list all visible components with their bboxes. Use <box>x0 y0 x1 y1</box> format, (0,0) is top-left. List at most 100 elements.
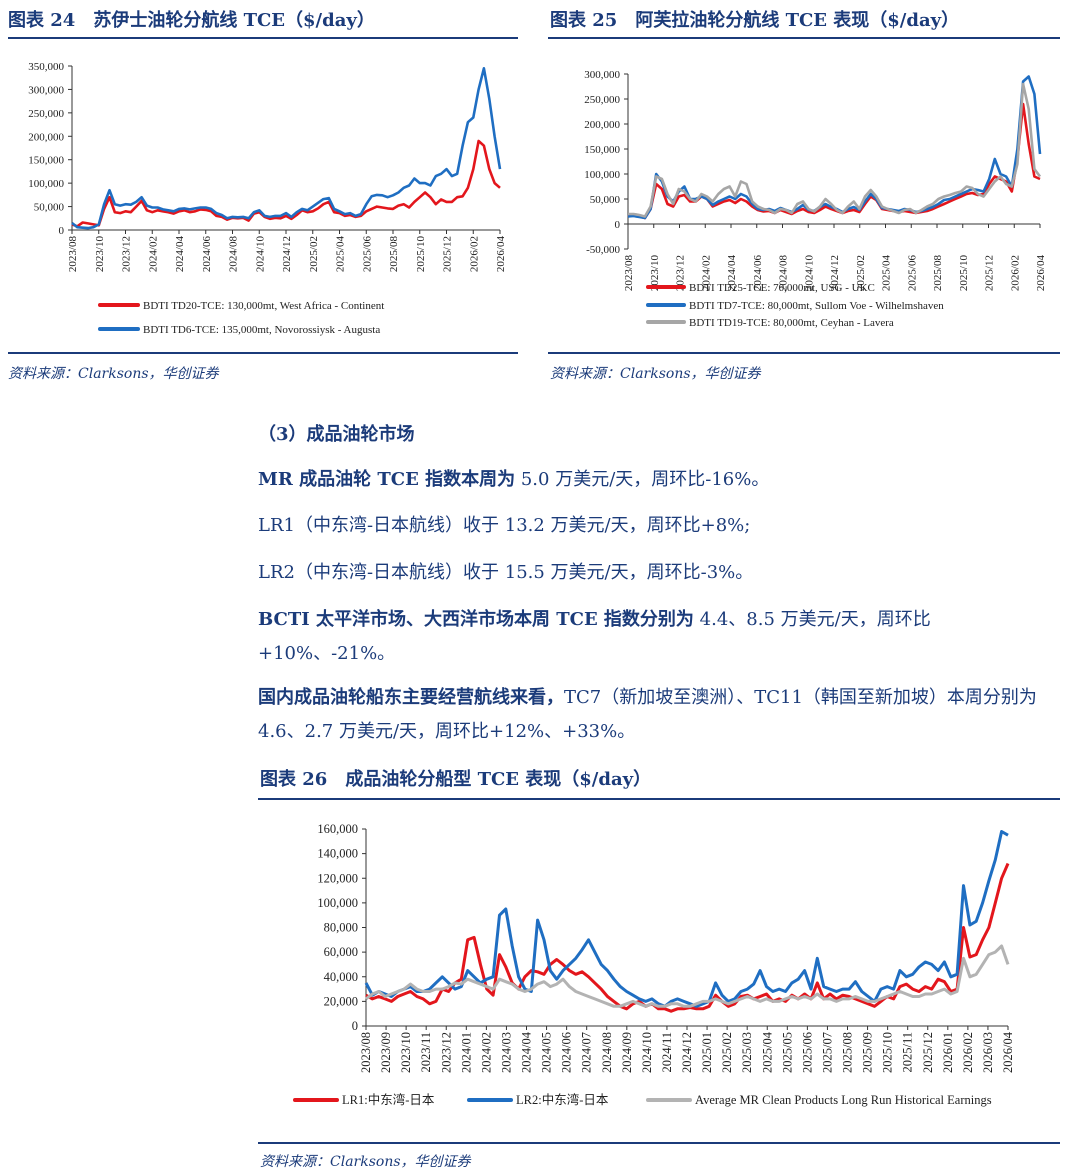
fig25-x-tick-label: 2025/10 <box>958 255 970 292</box>
fig26-y-tick-label: 120,000 <box>317 871 358 885</box>
fig25-legend-label: BDTI TD7-TCE: 80,000mt, Sullom Voe - Wil… <box>689 300 944 312</box>
fig25-x-tick-label: 2024/12 <box>829 255 841 291</box>
fig24-y-tick-label: 50,000 <box>34 202 65 214</box>
fig24-x-tick-label: 2025/06 <box>361 236 373 273</box>
fig24-y-tick-label: 350,000 <box>28 61 64 73</box>
figure25-title: 图表 25 阿芙拉油轮分航线 TCE 表现（$/day） <box>550 10 960 31</box>
fig26-x-tick-label: 2025/03 <box>740 1032 754 1073</box>
fig26-y-tick-label: 140,000 <box>317 847 358 861</box>
fig24-x-tick-label: 2026/04 <box>495 236 507 273</box>
fig25-x-tick-label: 2025/08 <box>932 255 944 292</box>
fig26-legend-label: LR1:中东湾-日本 <box>342 1092 435 1107</box>
fig26-series-line <box>365 944 1010 1008</box>
fig25-x-tick-label: 2025/12 <box>984 255 996 291</box>
fig24-x-tick-label: 2023/12 <box>121 236 133 272</box>
paragraph-domestic-bold: 国内成品油轮船东主要经营航线来看， <box>258 687 564 708</box>
figure24-bottom-rule <box>8 352 518 354</box>
figure24-top-rule <box>8 37 518 39</box>
fig25-y-tick-label: 250,000 <box>584 94 620 106</box>
fig26-series-line <box>365 862 1010 1013</box>
fig26-x-tick-label: 2024/12 <box>680 1032 694 1073</box>
fig25-x-tick-label: 2023/12 <box>675 255 687 291</box>
fig26-x-tick-label: 2024/06 <box>560 1032 574 1073</box>
fig26-x-tick-label: 2025/12 <box>921 1032 935 1073</box>
fig26-series-line <box>364 830 1009 1008</box>
fig26-x-tick-label: 2025/11 <box>901 1032 915 1073</box>
figure26-source: 资料来源：Clarksons，华创证券 <box>260 1154 471 1170</box>
fig26-y-tick-label: 160,000 <box>317 822 358 836</box>
fig25-x-tick-label: 2025/06 <box>906 255 918 292</box>
fig25-x-tick-label: 2025/04 <box>881 255 893 292</box>
figure24-title: 图表 24 苏伊士油轮分航线 TCE（$/day） <box>8 10 375 31</box>
fig25-x-tick-label: 2025/02 <box>855 255 867 291</box>
fig24-y-tick-label: 0 <box>59 225 65 237</box>
fig24-x-tick-label: 2024/12 <box>281 236 293 272</box>
section-heading-text: （3）成品油轮市场 <box>258 424 415 445</box>
fig26-x-tick-label: 2023/11 <box>419 1032 433 1073</box>
fig25-y-tick-label: 200,000 <box>584 119 620 131</box>
fig26-y-tick-label: 40,000 <box>324 970 358 984</box>
paragraph-lr2: LR2（中东湾-日本航线）收于 15.5 万美元/天，周环比-3%。 <box>258 562 754 583</box>
fig26-x-tick-label: 2025/05 <box>780 1032 794 1073</box>
figure25-bottom-rule <box>548 352 1060 354</box>
fig26-x-tick-label: 2024/11 <box>660 1032 674 1073</box>
paragraph-mr-rest: 5.0 万美元/天，周环比-16%。 <box>515 469 770 490</box>
fig25-x-tick-label: 2024/02 <box>700 255 712 291</box>
fig26-x-tick-label: 2024/09 <box>620 1032 634 1073</box>
fig26-x-tick-label: 2023/10 <box>399 1032 413 1073</box>
fig26-x-tick-label: 2024/03 <box>499 1032 513 1073</box>
fig26-x-tick-label: 2023/08 <box>359 1032 373 1073</box>
fig25-y-tick-label: -50,000 <box>586 244 620 256</box>
fig25-y-tick-label: 50,000 <box>590 194 621 206</box>
fig24-x-tick-label: 2024/04 <box>174 236 186 273</box>
fig25-series-line <box>627 102 1041 220</box>
figure24-source: 资料来源：Clarksons，华创证券 <box>8 366 219 382</box>
fig26-x-tick-label: 2026/02 <box>961 1032 975 1073</box>
fig24-x-tick-label: 2023/08 <box>67 236 79 273</box>
fig25-x-tick-label: 2026/04 <box>1035 255 1047 292</box>
fig26-x-tick-label: 2025/04 <box>760 1031 774 1073</box>
paragraph-mr: MR 成品油轮 TCE 指数本周为 5.0 万美元/天，周环比-16%。 <box>258 463 1058 497</box>
figure26-bottom-rule <box>258 1142 1060 1144</box>
fig24-y-tick-label: 100,000 <box>28 178 64 190</box>
fig26-x-tick-label: 2025/08 <box>841 1032 855 1073</box>
fig24-series-line <box>71 67 502 230</box>
paragraph-domestic-rest: TC7（新加坡至澳洲）、TC11（韩国至新加坡）本周分别为 4.6、2.7 万美… <box>258 687 1037 742</box>
fig24-legend-label: BDTI TD20-TCE: 130,000mt, West Africa - … <box>143 300 384 312</box>
fig24-x-tick-label: 2024/10 <box>254 236 266 273</box>
fig25-legend-label: BDTI TD25-TCE: 70,000mt, USG - UKC <box>689 282 875 294</box>
fig24-series-line <box>71 139 501 228</box>
fig26-y-tick-label: 20,000 <box>324 994 358 1008</box>
fig25-series-line <box>628 82 1042 218</box>
fig25-y-tick-label: 0 <box>615 219 621 231</box>
fig24-x-tick-label: 2024/08 <box>228 236 240 273</box>
fig26-x-tick-label: 2026/04 <box>1001 1031 1015 1073</box>
fig26-x-tick-label: 2023/09 <box>379 1032 393 1073</box>
fig24-x-tick-label: 2024/06 <box>201 236 213 273</box>
fig26-x-tick-label: 2025/01 <box>700 1032 714 1073</box>
fig24-x-tick-label: 2023/10 <box>94 236 106 273</box>
fig26-y-tick-label: 0 <box>352 1019 358 1033</box>
fig25-x-tick-label: 2024/06 <box>752 255 764 292</box>
fig25-x-tick-label: 2023/08 <box>623 255 635 292</box>
fig25-x-tick-label: 2023/10 <box>649 255 661 292</box>
fig24-x-tick-label: 2025/08 <box>388 236 400 273</box>
fig24-legend-label: BDTI TD6-TCE: 135,000mt, Novorossiysk - … <box>143 324 380 336</box>
fig26-x-tick-label: 2024/10 <box>640 1032 654 1073</box>
fig24-x-tick-label: 2025/02 <box>308 236 320 272</box>
fig25-x-tick-label: 2024/10 <box>803 255 815 292</box>
fig24-x-tick-label: 2025/04 <box>335 236 347 273</box>
fig26-x-tick-label: 2026/01 <box>941 1032 955 1073</box>
fig26-x-tick-label: 2023/12 <box>439 1032 453 1073</box>
figure26-title: 图表 26 成品油轮分船型 TCE 表现（$/day） <box>260 769 652 790</box>
fig26-x-tick-label: 2025/07 <box>820 1032 834 1073</box>
fig26-x-tick-label: 2024/07 <box>580 1032 594 1073</box>
fig26-legend-label: Average MR Clean Products Long Run Histo… <box>695 1093 992 1107</box>
paragraph-bcti-rest: 4.4、8.5 万美元/天，周环比+10%、-21%。 <box>258 609 931 664</box>
fig26-x-tick-label: 2024/04 <box>520 1031 534 1073</box>
fig24-y-tick-label: 200,000 <box>28 131 64 143</box>
fig24-x-tick-label: 2025/12 <box>442 236 454 272</box>
fig26-x-tick-label: 2025/09 <box>861 1032 875 1073</box>
fig25-y-tick-label: 300,000 <box>584 69 620 81</box>
